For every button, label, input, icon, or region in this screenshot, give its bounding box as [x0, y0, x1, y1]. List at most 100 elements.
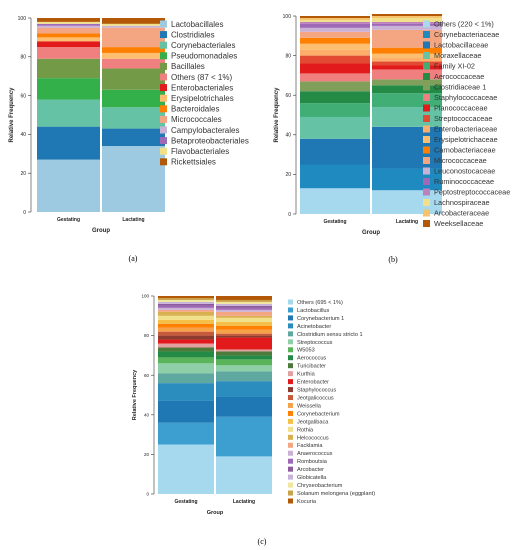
- bar-segment: [158, 307, 214, 310]
- legend-swatch: [423, 115, 430, 122]
- legend-label: Solanum melongena (eggplant): [297, 491, 375, 497]
- bar-segment: [158, 363, 214, 374]
- legend-label: Facklamia: [297, 443, 323, 449]
- bar-segment: [158, 444, 214, 494]
- bar-segment: [372, 93, 442, 108]
- legend-swatch: [423, 157, 430, 164]
- bar-segment: [216, 351, 272, 356]
- y-tick-label: 100: [18, 16, 27, 22]
- legend-swatch: [288, 418, 293, 424]
- bar-segment: [300, 73, 370, 82]
- legend-swatch: [288, 402, 293, 408]
- legend-swatch: [423, 83, 430, 91]
- legend-label: Planococcaceae: [434, 104, 488, 113]
- bar-segment: [216, 301, 272, 304]
- legend-label: Jeotgalicoccus: [297, 395, 334, 401]
- x-axis-label: Group: [362, 230, 380, 236]
- legend-swatch: [288, 387, 293, 393]
- bar-segment: [158, 400, 214, 423]
- bar-segment: [300, 17, 370, 20]
- bar-segment: [372, 107, 442, 127]
- bar-segment: [216, 371, 272, 382]
- bar-segment: [102, 89, 165, 108]
- legend-swatch: [288, 363, 293, 369]
- legend-swatch: [160, 73, 167, 81]
- bar-segment: [372, 126, 442, 169]
- y-tick-label: 80: [20, 55, 26, 61]
- bar-segment: [158, 305, 214, 308]
- legend-label: Clostridium sensu stricto 1: [297, 332, 363, 338]
- legend-swatch: [288, 490, 293, 496]
- bar-segment: [158, 296, 214, 298]
- bar-segment: [158, 347, 214, 352]
- legend-label: Bacteroidales: [171, 105, 219, 114]
- legend-swatch: [160, 20, 167, 28]
- bar-segment: [372, 14, 442, 16]
- y-tick-label: 60: [144, 373, 150, 378]
- bar-segment: [158, 323, 214, 328]
- legend-label: Others (87 < 1%): [171, 73, 232, 82]
- legend-swatch: [288, 466, 293, 472]
- bar-segment: [216, 381, 272, 397]
- legend-label: Pseudomonadales: [171, 52, 237, 61]
- bar-segment: [216, 296, 272, 300]
- y-tick-label: 0: [23, 210, 26, 216]
- bar-segment: [372, 53, 442, 58]
- legend-swatch: [288, 410, 293, 416]
- bar-segment: [37, 41, 100, 48]
- legend-label: Carnobacteriaceae: [434, 146, 496, 155]
- bar-segment: [37, 99, 100, 127]
- legend-swatch: [423, 146, 430, 154]
- bar-segment: [372, 16, 442, 18]
- panel-c-chart: 0 20 40 60 80 100 Relative Frequency Gestating L…: [132, 294, 375, 546]
- y-tick-label: 100: [283, 14, 292, 20]
- legend-label: Ruminococcaceae: [434, 177, 494, 186]
- legend-label: Clostridiales: [171, 30, 215, 39]
- y-tick-label: 80: [285, 53, 291, 59]
- legend-label: Bacillales: [171, 62, 205, 71]
- bar-segment: [300, 188, 370, 214]
- bar-segment: [158, 309, 214, 312]
- bar-segment: [300, 138, 370, 165]
- bar-segment: [102, 146, 165, 212]
- legend-swatch: [423, 199, 430, 206]
- legend-label: Turicibacter: [297, 364, 326, 370]
- bar-segment: [158, 339, 214, 344]
- legend-label: Corynebacterium 1: [297, 316, 344, 322]
- legend-label: Erysipelotrichaceae: [434, 135, 498, 144]
- bar-segment: [37, 37, 100, 42]
- bar-segment: [372, 25, 442, 30]
- bar-segment: [372, 23, 442, 26]
- legend-swatch: [423, 167, 430, 175]
- y-tick-label: 100: [141, 294, 149, 299]
- bar-segment: [102, 128, 165, 147]
- bar-segment: [216, 299, 272, 302]
- legend-label: Erysipelotrichales: [171, 94, 234, 103]
- legend-label: Enterobacter: [297, 380, 329, 386]
- legend-label: Rothia: [297, 427, 314, 433]
- panel-a-chart: 0 20 40 60 80 100 Relative Frequency Gestating L…: [9, 16, 249, 263]
- legend-swatch: [423, 209, 430, 217]
- bar-segment: [372, 168, 442, 191]
- legend-label: Corynebacterium: [297, 411, 340, 417]
- legend-swatch: [423, 20, 430, 28]
- bar-segment: [216, 303, 272, 306]
- bar-segment: [216, 315, 272, 318]
- legend-swatch: [160, 84, 167, 92]
- bar-segment: [158, 422, 214, 445]
- legend-label: Flavobacteriales: [171, 147, 229, 156]
- legend-label: Enterobacteriales: [171, 83, 233, 92]
- bar-segment: [300, 164, 370, 189]
- legend-label: Micrococcaceae: [434, 156, 487, 165]
- legend-label: Helcococcus: [297, 435, 329, 441]
- bar-segment: [216, 456, 272, 494]
- bar-segment: [216, 329, 272, 334]
- y-tick-label: 60: [20, 93, 26, 99]
- y-tick-label: 20: [20, 171, 26, 177]
- legend-swatch: [160, 52, 167, 60]
- legend-label: Streptococcus: [297, 340, 333, 346]
- legend-swatch: [288, 307, 293, 313]
- y-axis-label: Relative Frequency: [9, 87, 15, 143]
- legend-label: Others (220 < 1%): [434, 20, 494, 29]
- y-axis-label: Relative Frequency: [274, 87, 280, 143]
